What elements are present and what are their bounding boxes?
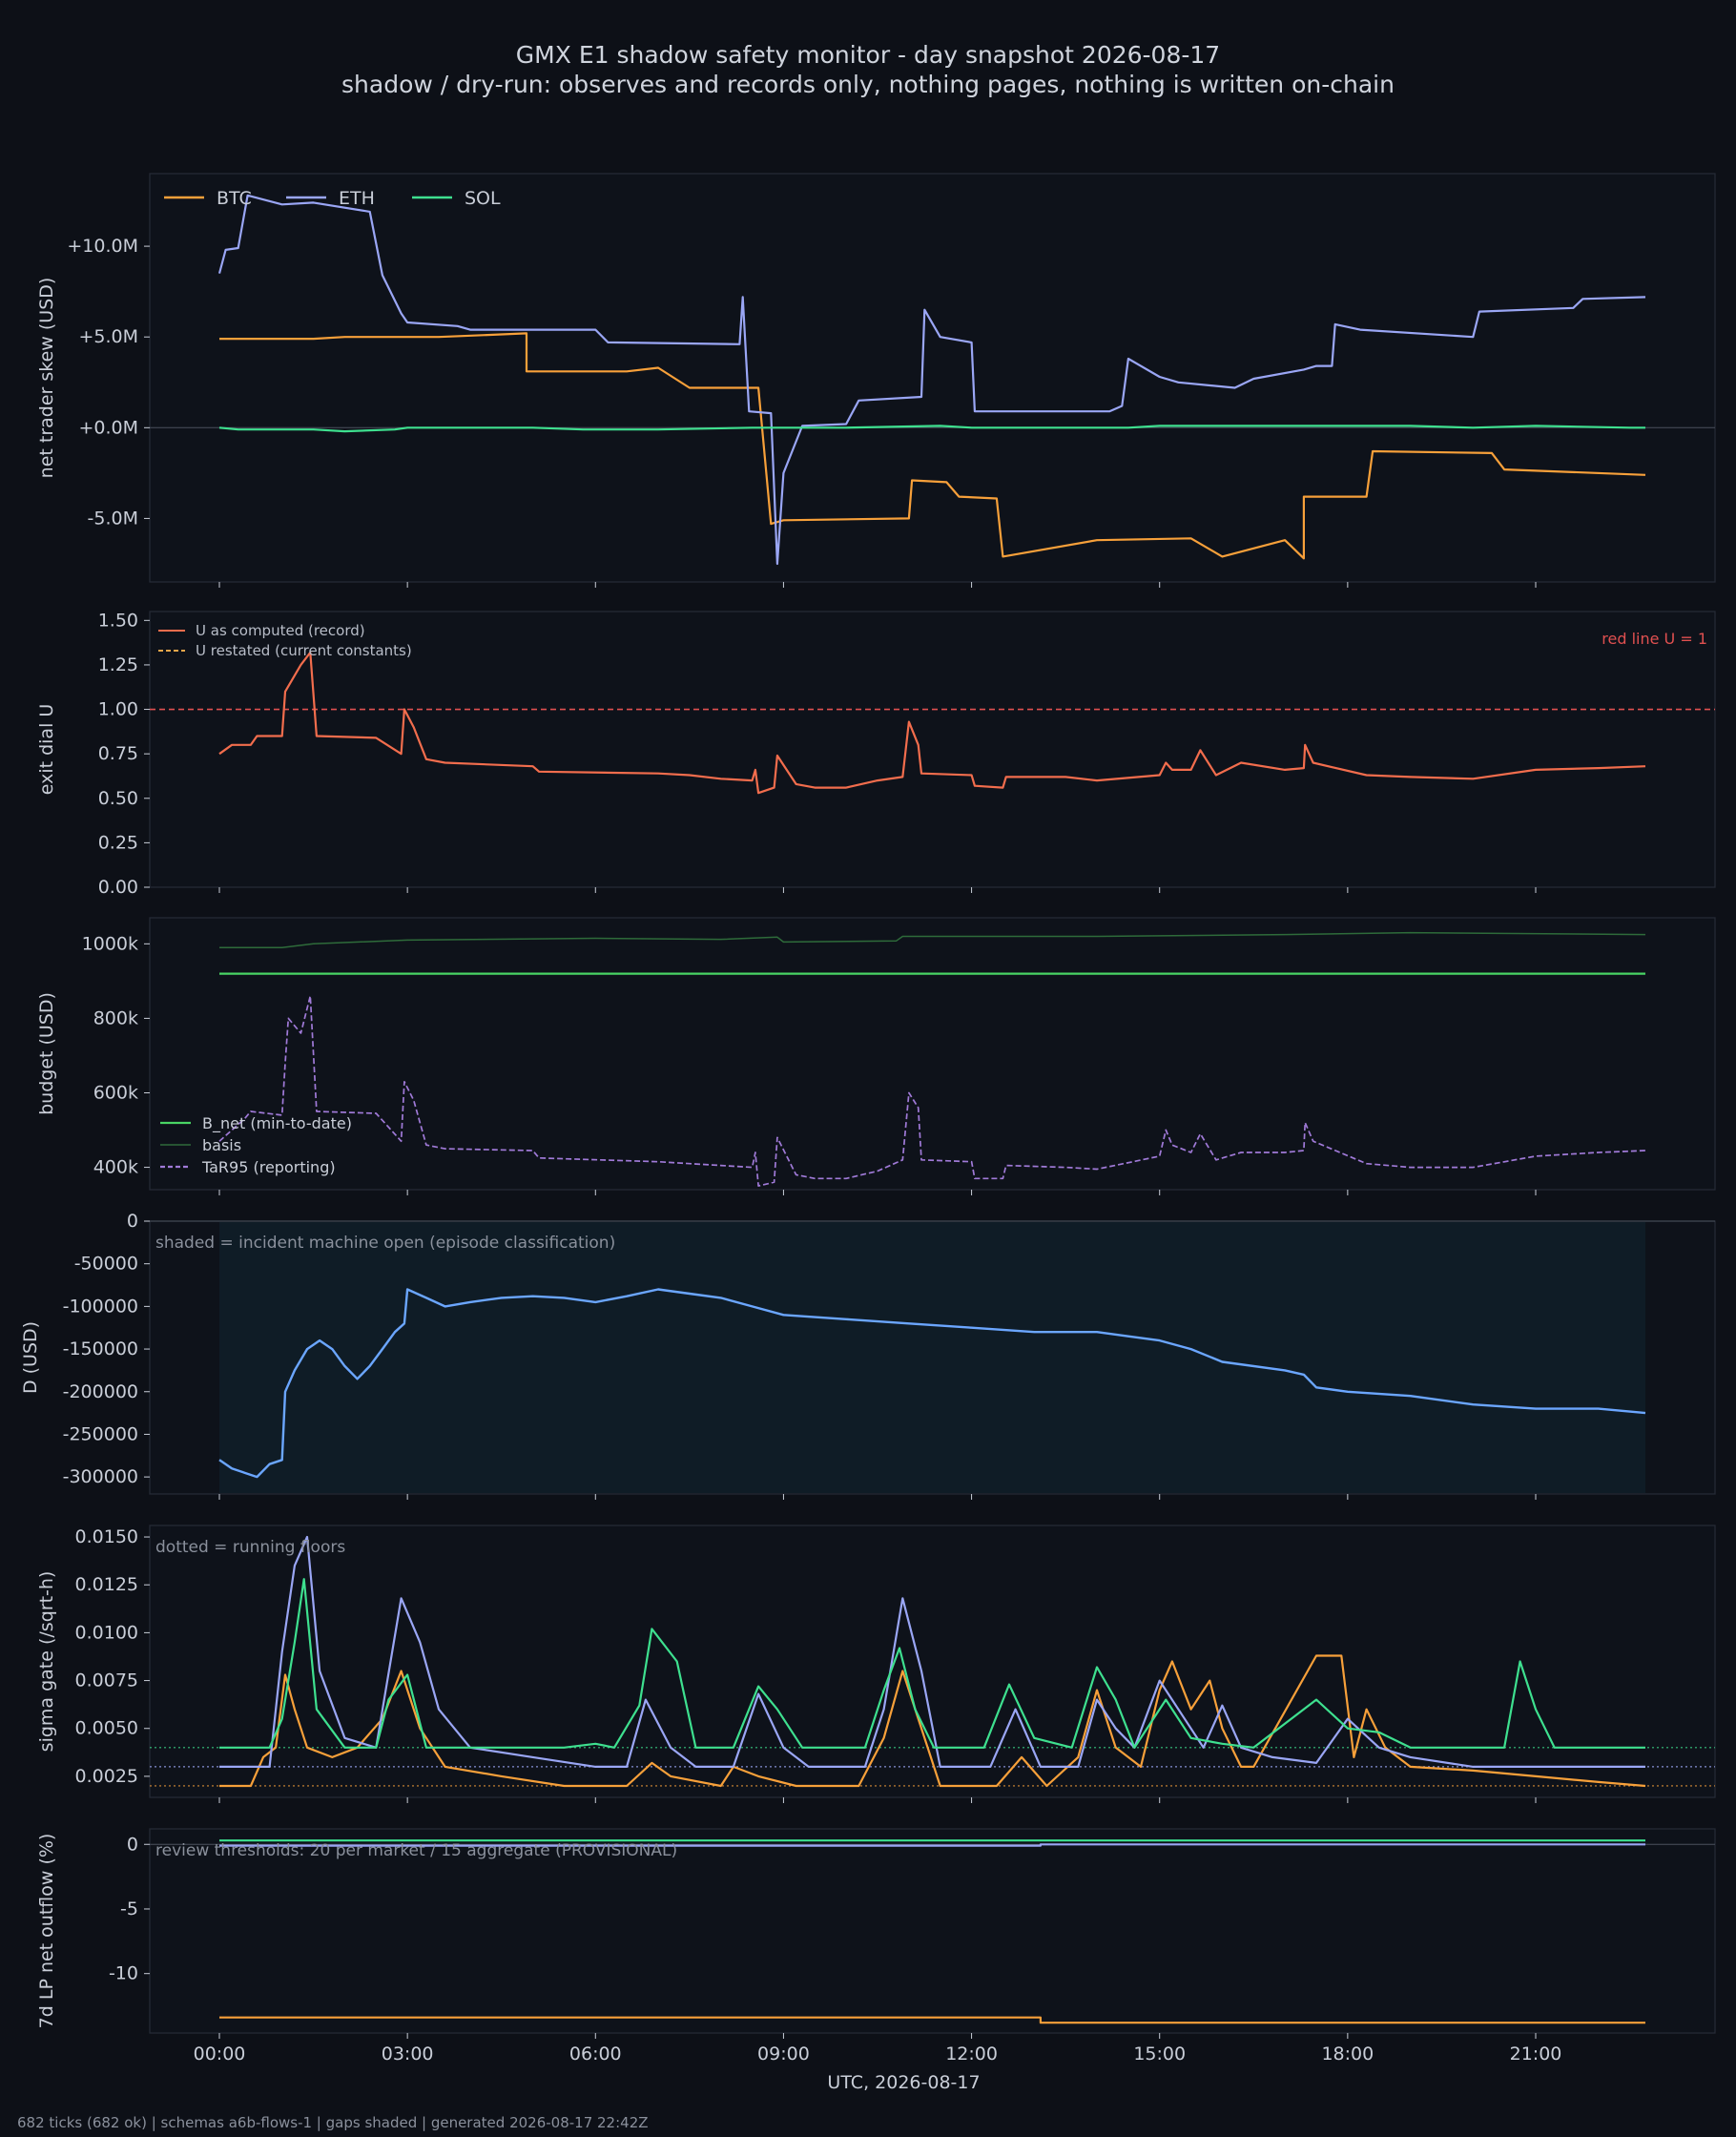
y-tick-label: 400k (93, 1157, 138, 1178)
series-line-btc (219, 1654, 1646, 1788)
y-tick-label: 1000k (82, 933, 138, 954)
y-tick-label: -5 (120, 1898, 138, 1919)
panel-frame (149, 1525, 1716, 1798)
y-tick-label: 0.00 (98, 877, 138, 898)
y-tick-label: 0.25 (98, 832, 138, 853)
panel-2: 1.50 1.25 1.00 0.75 0.50 0.25 0.00 exit dial U U… (36, 610, 1716, 898)
panel-5: 0.0150 0.0125 0.0100 0.0075 0.0050 0.0025 sigm… (36, 1525, 1716, 1803)
y-axis-label: budget (USD) (36, 992, 57, 1115)
y-axis-label: D (USD) (20, 1321, 41, 1394)
y-tick-label: -50000 (74, 1254, 138, 1275)
legend-label: U restated (current constants) (196, 642, 412, 659)
series-line-basis (219, 931, 1646, 948)
y-axis-label: exit dial U (36, 704, 57, 796)
series-line-u (218, 651, 1646, 795)
panel-annotation: dotted = running floors (155, 1538, 345, 1557)
x-tick-label: 03:00 (382, 2044, 434, 2064)
series-line-eth (219, 1843, 1645, 1847)
y-tick-label: 0.0150 (75, 1526, 138, 1547)
panel-annotation: review thresholds: 20 per market / 15 ag… (155, 1841, 677, 1860)
x-tick-label: 06:00 (569, 2044, 622, 2064)
y-tick-label: 600k (93, 1082, 138, 1103)
y-tick-label: 800k (93, 1007, 138, 1028)
y-axis-label: sigma gate (/sqrt-h) (36, 1571, 57, 1753)
x-tick-label: 00:00 (194, 2044, 246, 2064)
x-axis-label: UTC, 2026-08-17 (827, 2072, 980, 2093)
panel-annotation: shaded = incident machine open (episode … (155, 1234, 615, 1253)
y-tick-label: -150000 (63, 1338, 138, 1359)
series-line-sol (218, 425, 1645, 433)
footer-text: 682 ticks (682 ok) | schemas a6b-flows-1… (17, 2114, 649, 2131)
legend-label: B_net (min-to-date) (202, 1114, 352, 1133)
panel-frame (149, 1828, 1716, 2034)
y-tick-label: 1.00 (98, 699, 138, 720)
y-axis-label: net trader skew (USD) (36, 278, 57, 479)
legend-label: basis (202, 1136, 241, 1154)
y-tick-label: -5.0M (88, 508, 138, 529)
panel-3: 1000k 800k 600k 400k budget (USD) B_net (min-… (36, 917, 1716, 1195)
series-line-tar95 (218, 995, 1646, 1187)
legend-label: U as computed (record) (196, 622, 365, 639)
y-tick-label: -10 (109, 1963, 138, 1984)
legend-label: SOL (465, 188, 501, 209)
y-tick-label: 0.0075 (75, 1670, 138, 1691)
y-tick-label: 0.50 (98, 788, 138, 809)
y-tick-label: -200000 (63, 1381, 138, 1402)
legend-label: BTC (217, 188, 252, 209)
y-tick-label: 0.75 (98, 743, 138, 764)
y-tick-label: +0.0M (78, 417, 138, 438)
panels: +10.0M +5.0M +0.0M -5.0M net trader skew (US… (20, 173, 1716, 2093)
panel-4: 0 -50000 -100000 -150000 -200000 -250000 -3000… (20, 1211, 1716, 1500)
legend-label: TaR95 (reporting) (201, 1158, 336, 1176)
x-tick-label: 15:00 (1133, 2044, 1186, 2064)
y-tick-label: -250000 (63, 1423, 138, 1444)
y-tick-label: 0.0125 (75, 1574, 138, 1595)
panel-6: 0 -5 -10 7d LP net outflow (%) review thresh… (36, 1828, 1716, 2093)
y-axis-label: 7d LP net outflow (%) (36, 1834, 57, 2029)
panel-frame (149, 173, 1716, 583)
chart-subtitle: shadow / dry-run: observes and records o… (341, 71, 1395, 98)
red-line-annotation: red line U = 1 (1602, 630, 1707, 648)
y-tick-label: +10.0M (67, 236, 138, 257)
y-tick-label: 1.50 (98, 610, 138, 631)
y-tick-label: 0 (127, 1211, 138, 1232)
series-line-btc (219, 332, 1646, 560)
y-tick-label: 0.0025 (75, 1766, 138, 1787)
x-tick-label: 12:00 (945, 2044, 998, 2064)
series-line-d (218, 1288, 1646, 1479)
panel-frame (149, 917, 1716, 1191)
panel-frame (149, 611, 1716, 888)
chart-title: GMX E1 shadow safety monitor - day snaps… (516, 41, 1220, 69)
incident-shade (219, 1222, 1645, 1493)
y-tick-label: -300000 (63, 1466, 138, 1487)
legend-label: ETH (339, 188, 375, 209)
series-line-eth (219, 1535, 1645, 1768)
y-tick-label: 0.0050 (75, 1718, 138, 1739)
series-line-btc (219, 2016, 1645, 2024)
y-tick-label: 1.25 (98, 654, 138, 675)
series-line-sol (219, 1578, 1645, 1749)
x-tick-label: 21:00 (1510, 2044, 1562, 2064)
panel-1: +10.0M +5.0M +0.0M -5.0M net trader skew (US… (36, 173, 1716, 588)
y-tick-label: 0 (127, 1834, 138, 1855)
y-tick-label: +5.0M (78, 326, 138, 347)
x-tick-label: 09:00 (757, 2044, 810, 2064)
series-line-eth (217, 194, 1646, 566)
x-tick-label: 18:00 (1321, 2044, 1374, 2064)
y-tick-label: 0.0100 (75, 1622, 138, 1643)
y-tick-label: -100000 (63, 1296, 138, 1317)
